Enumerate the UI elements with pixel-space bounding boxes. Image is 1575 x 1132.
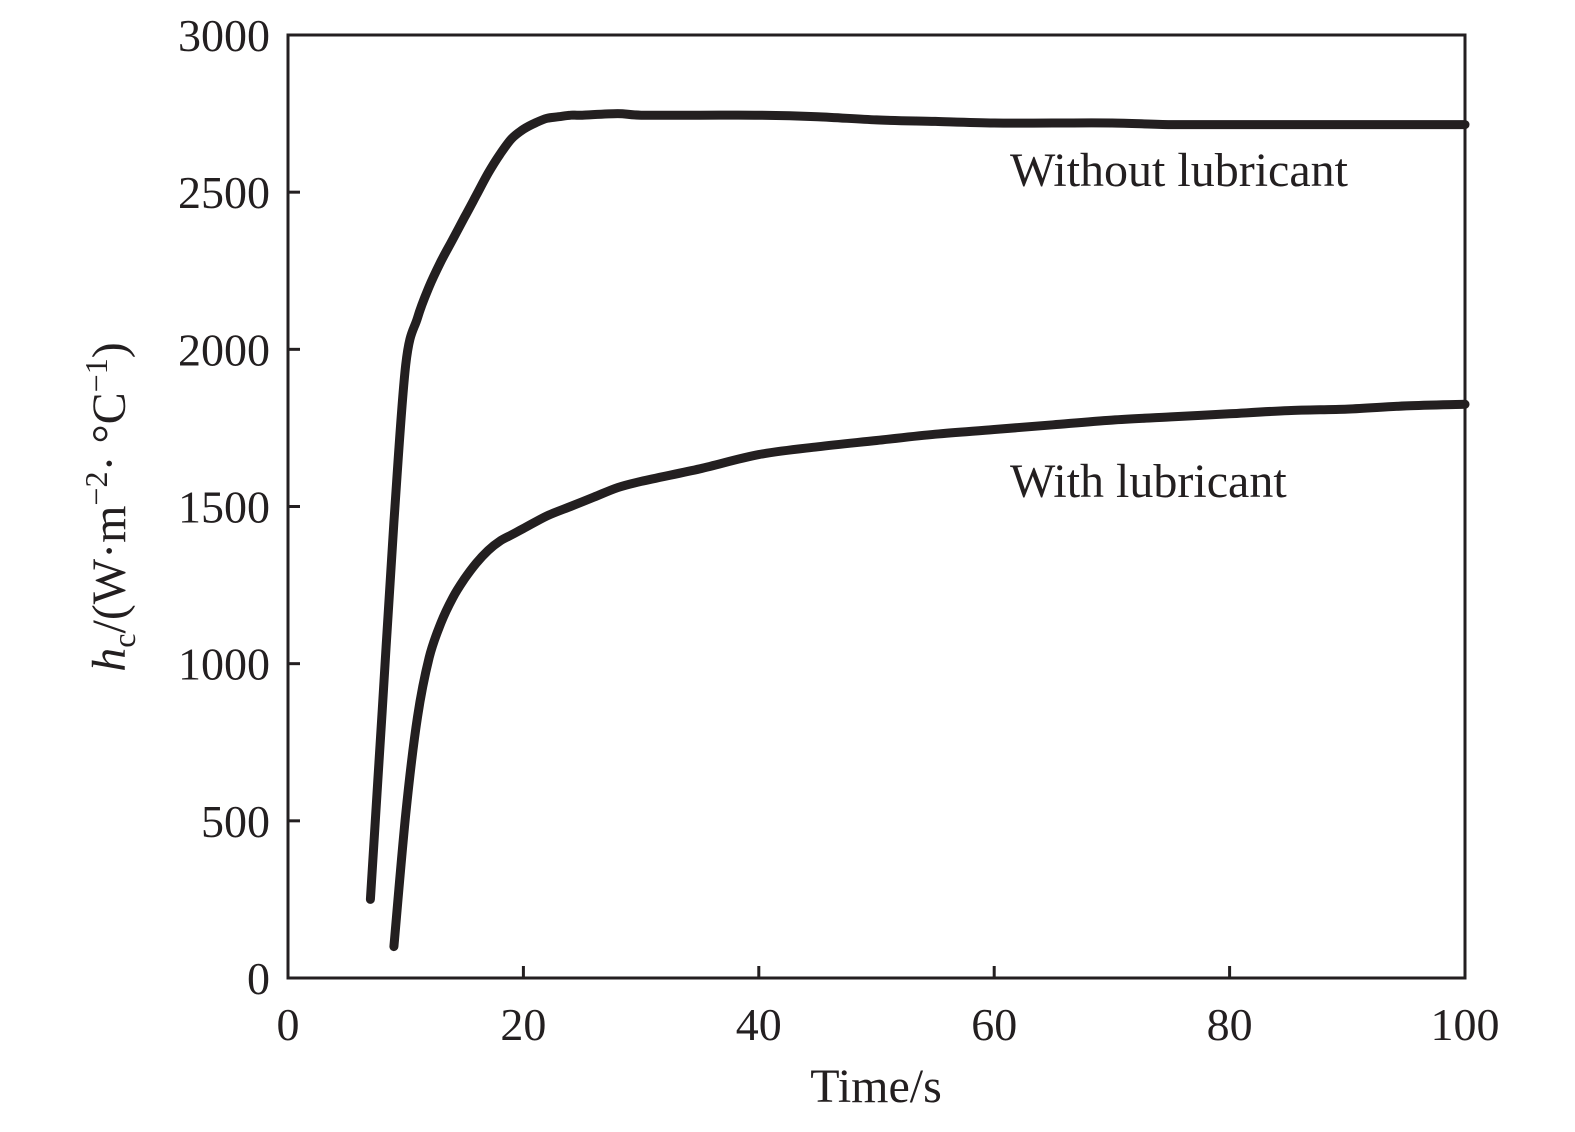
x-tick-label: 60 [971, 999, 1017, 1050]
x-tick-label: 100 [1431, 999, 1500, 1050]
y-tick-label: 3000 [178, 10, 270, 61]
x-tick-label: 80 [1207, 999, 1253, 1050]
y-axis-tick-labels: 0 500 1000 1500 2000 2500 3000 [178, 10, 270, 1004]
y-axis-ticks [288, 190, 300, 823]
y-axis-exp1: −2 [78, 472, 114, 506]
x-axis-title: Time/s [810, 1060, 942, 1113]
y-axis-title: hc/(W·m−2· °C−1) [78, 342, 142, 671]
y-axis-subscript: c [106, 634, 142, 648]
series-lines [365, 109, 1470, 952]
y-tick-label: 1000 [178, 639, 270, 690]
series-line-without-lubricant [365, 109, 1470, 904]
y-axis-symbol: h [83, 648, 136, 672]
x-tick-label: 0 [277, 999, 300, 1050]
x-tick-label: 40 [736, 999, 782, 1050]
y-axis-unit-close: ) [83, 342, 136, 358]
y-axis-unit-mid: · °C [83, 392, 136, 471]
y-tick-label: 2500 [178, 167, 270, 218]
series-line-with-lubricant [389, 399, 1470, 952]
y-axis-exp2: −1 [78, 358, 114, 392]
y-tick-label: 0 [247, 953, 270, 1004]
y-tick-label: 1500 [178, 482, 270, 533]
series-label-with-lubricant: With lubricant [1010, 455, 1287, 508]
y-axis-unit-open: /(W·m [83, 506, 136, 634]
series-label-without-lubricant: Without lubricant [1010, 144, 1349, 197]
x-tick-label: 20 [500, 999, 546, 1050]
x-axis-tick-labels: 0 20 40 60 80 100 [277, 999, 1500, 1050]
y-tick-label: 500 [201, 796, 270, 847]
y-tick-label: 2000 [178, 324, 270, 375]
x-axis-ticks [521, 966, 1232, 978]
